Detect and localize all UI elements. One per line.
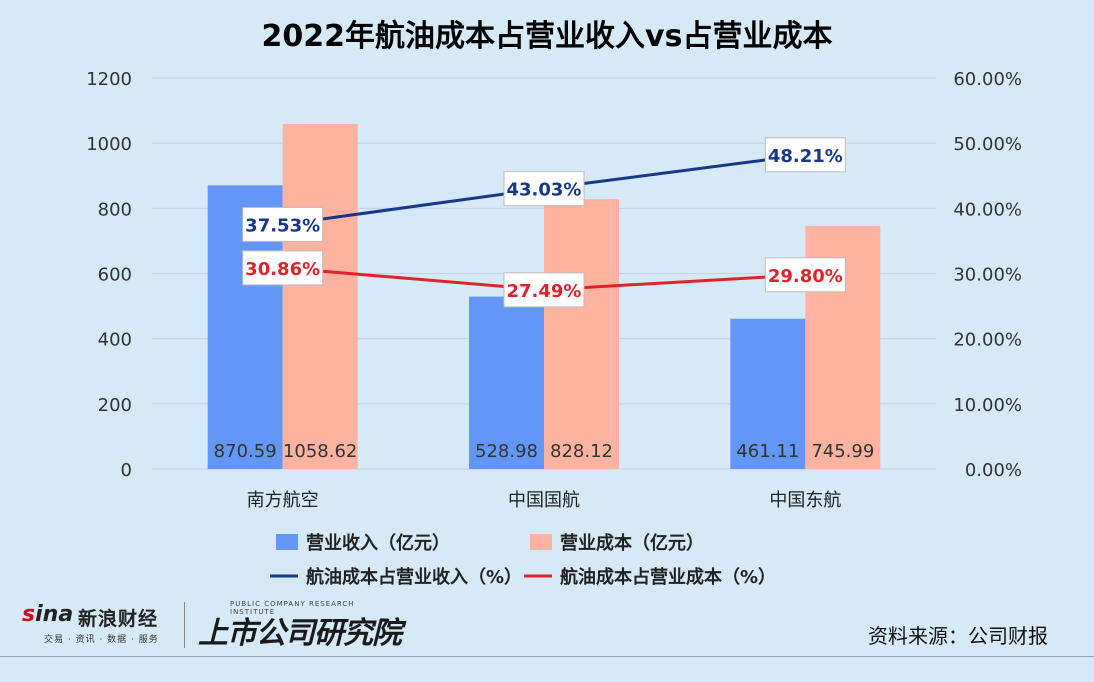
sina-logo-rest: ina: [35, 602, 74, 627]
right-axis-tick-label: 60.00%: [953, 69, 1022, 90]
line-data-label: 48.21%: [768, 146, 843, 167]
line-label-box: [764, 257, 846, 293]
right-axis-tick-label: 30.00%: [953, 265, 1022, 286]
line-label-box: [503, 272, 585, 308]
bar-data-label: 870.59: [214, 441, 277, 462]
left-axis-tick-label: 1200: [86, 69, 132, 90]
bottom-divider: [0, 656, 1094, 657]
left-axis-tick-label: 400: [98, 330, 132, 351]
line-label-box: [764, 137, 846, 173]
bar-data-label: 528.98: [475, 441, 538, 462]
logo-divider: [184, 602, 185, 648]
line-label-box: [503, 171, 585, 207]
bar-cost: [282, 124, 358, 469]
left-axis-tick-label: 600: [98, 265, 132, 286]
right-axis-tick-label: 50.00%: [953, 134, 1022, 155]
bar-data-label: 745.99: [811, 441, 874, 462]
line-data-label: 37.53%: [245, 215, 320, 236]
line-data-label: 27.49%: [507, 281, 582, 302]
right-axis-tick-label: 0.00%: [965, 460, 1022, 481]
category-label: 南方航空: [247, 490, 319, 511]
right-axis-tick-label: 20.00%: [953, 330, 1022, 351]
bar-cost: [544, 199, 619, 469]
legend-label: 航油成本占营业成本（%）: [560, 566, 776, 588]
legend-swatch: [530, 534, 552, 550]
institute-chinese-name: 上市公司研究院: [198, 616, 402, 651]
left-axis-tick-label: 0: [121, 460, 132, 481]
right-axis-tick-label: 10.00%: [953, 395, 1022, 416]
legend-label: 航油成本占营业收入（%）: [306, 566, 522, 588]
sina-logo: sina: [22, 602, 73, 627]
line-label-box: [242, 250, 324, 286]
line-data-label: 43.03%: [507, 180, 582, 201]
chart-title: 2022年航油成本占营业收入vs占营业成本: [262, 19, 833, 54]
sina-tagline: 交易 · 资讯 · 数据 · 服务: [44, 635, 159, 645]
sina-finance-name: 新浪财经: [78, 608, 159, 630]
category-label: 中国国航: [508, 490, 580, 511]
left-axis-tick-label: 800: [98, 199, 132, 220]
institute-english-name: PUBLIC COMPANY RESEARCH INSTITUTE: [230, 600, 355, 616]
sina-logo-s: s: [22, 602, 36, 627]
line-label-box: [242, 206, 324, 242]
legend-label: 营业成本（亿元）: [560, 532, 704, 554]
line-data-label: 30.86%: [245, 259, 320, 280]
bar-revenue: [730, 318, 806, 469]
footer-logo: sina 新浪财经 交易 · 资讯 · 数据 · 服务 PUBLIC COMPA…: [22, 598, 402, 654]
right-axis-tick-label: 40.00%: [953, 199, 1022, 220]
left-axis-tick-label: 200: [98, 395, 132, 416]
left-axis-tick-label: 1000: [86, 134, 132, 155]
bar-revenue: [469, 296, 544, 469]
bar-data-label: 828.12: [550, 441, 613, 462]
data-source: 资料来源：公司财报: [868, 624, 1048, 648]
legend-label: 营业收入（亿元）: [306, 532, 450, 554]
bar-data-label: 1058.62: [283, 441, 357, 462]
category-label: 中国东航: [769, 490, 841, 511]
bar-data-label: 461.11: [736, 441, 799, 462]
legend-swatch: [276, 534, 298, 550]
line-data-label: 29.80%: [768, 266, 843, 287]
